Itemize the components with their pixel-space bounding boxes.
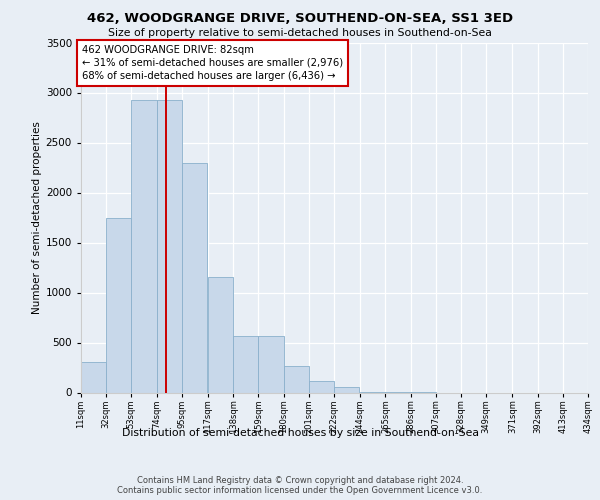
Text: Contains public sector information licensed under the Open Government Licence v3: Contains public sector information licen… [118,486,482,495]
Bar [131,100,157,393]
Text: 462 WOODGRANGE DRIVE: 82sqm
← 31% of semi-detached houses are smaller (2,976)
68: 462 WOODGRANGE DRIVE: 82sqm ← 31% of sem… [82,44,343,81]
Bar [259,336,284,392]
Text: Size of property relative to semi-detached houses in Southend-on-Sea: Size of property relative to semi-detach… [108,28,492,38]
Text: Distribution of semi-detached houses by size in Southend-on-Sea: Distribution of semi-detached houses by … [121,428,479,438]
Bar [284,366,309,392]
Text: 462, WOODGRANGE DRIVE, SOUTHEND-ON-SEA, SS1 3ED: 462, WOODGRANGE DRIVE, SOUTHEND-ON-SEA, … [87,12,513,26]
Bar [334,387,359,392]
Bar [309,380,334,392]
Text: Contains HM Land Registry data © Crown copyright and database right 2024.: Contains HM Land Registry data © Crown c… [137,476,463,485]
Bar [81,362,106,392]
Bar [106,218,131,392]
Y-axis label: Number of semi-detached properties: Number of semi-detached properties [32,121,41,314]
Bar [182,162,207,392]
Bar [233,336,259,392]
Bar [157,100,182,393]
Bar [208,276,233,392]
